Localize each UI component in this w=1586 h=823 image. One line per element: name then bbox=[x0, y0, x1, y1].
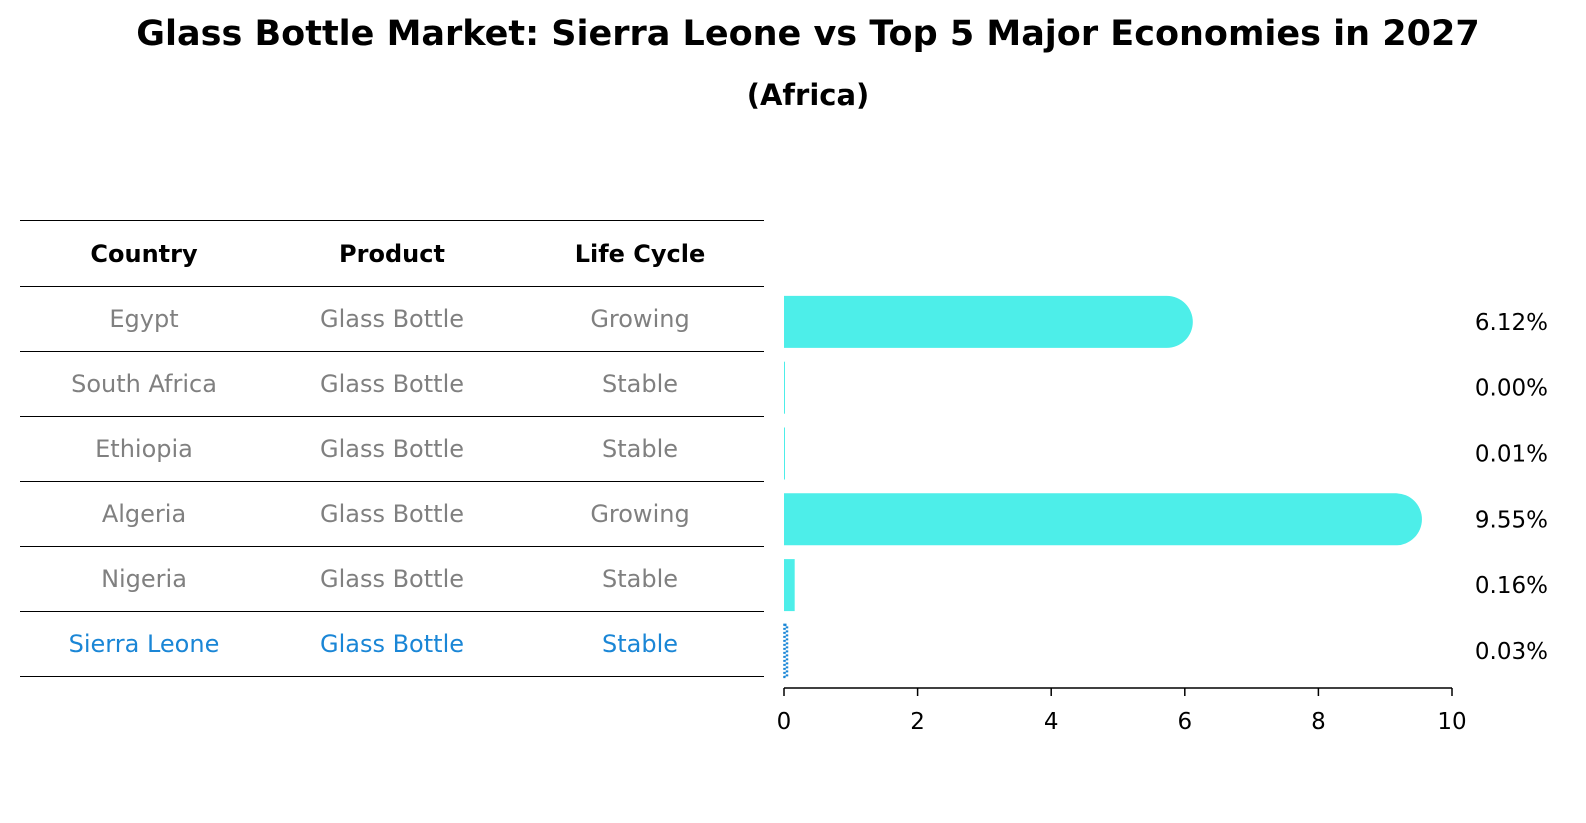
bar bbox=[784, 295, 1193, 348]
value-label: 6.12% bbox=[1475, 310, 1548, 336]
country-cell: Nigeria bbox=[101, 565, 187, 593]
country-cell: Egypt bbox=[109, 305, 179, 333]
product-cell: Glass Bottle bbox=[319, 500, 464, 528]
life-cycle-cell: Stable bbox=[601, 435, 679, 463]
chart-subtitle: (Africa) bbox=[746, 78, 870, 112]
life-cycle-cell: Growing bbox=[590, 500, 690, 528]
header-product: Product bbox=[339, 239, 445, 268]
life-cycle-cell: Stable bbox=[601, 370, 679, 398]
value-label: 9.55% bbox=[1475, 507, 1548, 533]
bar bbox=[783, 623, 789, 679]
bar bbox=[784, 493, 1422, 546]
product-cell: Glass Bottle bbox=[319, 370, 464, 398]
x-tick-label: 0 bbox=[777, 709, 792, 735]
header-country: Country bbox=[90, 239, 198, 268]
header-life-cycle: Life Cycle bbox=[574, 239, 706, 268]
table-row: Ethiopia Glass Bottle Stable bbox=[20, 417, 764, 482]
value-label: 0.01% bbox=[1475, 442, 1548, 468]
value-label: 0.03% bbox=[1475, 639, 1548, 665]
life-cycle-cell: Growing bbox=[590, 305, 690, 333]
life-cycle-cell: Stable bbox=[601, 630, 679, 658]
value-label: 0.16% bbox=[1475, 573, 1548, 599]
table-row: Nigeria Glass Bottle Stable bbox=[20, 547, 764, 612]
bar bbox=[784, 559, 795, 612]
chart-title: Glass Bottle Market: Sierra Leone vs Top… bbox=[136, 14, 1480, 54]
x-tick-label: 6 bbox=[1177, 709, 1192, 735]
data-table: Country Product Life Cycle Egypt Glass B… bbox=[20, 220, 764, 677]
country-cell: Sierra Leone bbox=[68, 630, 220, 658]
table-row: Algeria Glass Bottle Growing bbox=[20, 482, 764, 547]
country-cell: Ethiopia bbox=[95, 435, 193, 463]
bar bbox=[784, 427, 785, 480]
country-cell: Algeria bbox=[101, 500, 187, 528]
x-tick-label: 8 bbox=[1311, 709, 1326, 735]
life-cycle-cell: Stable bbox=[601, 565, 679, 593]
table-header-row: Country Product Life Cycle bbox=[20, 220, 764, 287]
x-tick-label: 10 bbox=[1437, 709, 1466, 735]
x-tick-label: 4 bbox=[1044, 709, 1059, 735]
product-cell: Glass Bottle bbox=[319, 435, 464, 463]
value-label: 0.00% bbox=[1475, 376, 1548, 402]
product-cell: Glass Bottle bbox=[319, 565, 464, 593]
bar bbox=[784, 361, 785, 414]
table-row: South Africa Glass Bottle Stable bbox=[20, 352, 764, 417]
table-row: Egypt Glass Bottle Growing bbox=[20, 287, 764, 352]
product-cell: Glass Bottle bbox=[319, 305, 464, 333]
table-row-highlighted: Sierra Leone Glass Bottle Stable bbox=[20, 612, 764, 677]
x-tick-label: 2 bbox=[910, 709, 925, 735]
country-cell: South Africa bbox=[71, 370, 217, 398]
product-cell: Glass Bottle bbox=[319, 630, 464, 658]
